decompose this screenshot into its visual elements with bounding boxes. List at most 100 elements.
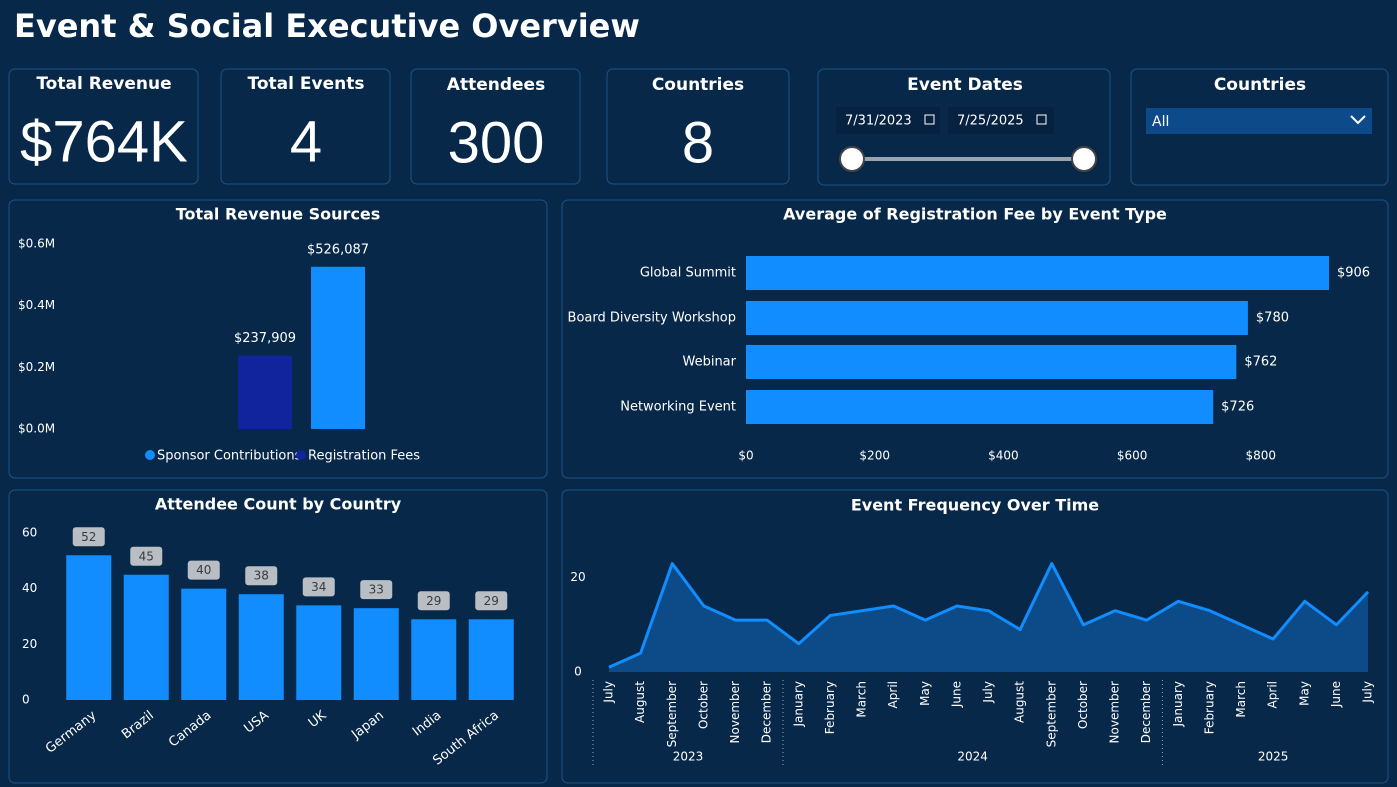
- x-tick-label: July: [1361, 681, 1375, 704]
- data-label: $906: [1337, 266, 1370, 281]
- date-slicer: Event Dates 7/31/2023 7/25/2025: [817, 68, 1111, 186]
- x-tick-label: December: [760, 681, 774, 743]
- legend-swatch: [296, 450, 306, 460]
- kpi-label: Attendees: [447, 75, 545, 95]
- x-tick-label: January: [791, 681, 805, 728]
- x-tick-label: October: [696, 681, 710, 729]
- y-tick-label: $0.2M: [18, 360, 55, 374]
- bar: [123, 574, 169, 700]
- line: [608, 562, 1370, 669]
- y-tick-label: 20: [22, 637, 37, 651]
- date-input[interactable]: [836, 107, 940, 134]
- data-label-box: [245, 566, 278, 586]
- x-tick-label: February: [823, 681, 837, 734]
- x-tick-label: March: [855, 681, 869, 718]
- kpi-value: 4: [290, 109, 322, 174]
- y-tick-label: 0: [22, 693, 30, 707]
- data-label-box: [417, 591, 450, 611]
- dropdown-value[interactable]: All: [1152, 114, 1169, 130]
- chart-title: Total Revenue Sources: [176, 205, 381, 224]
- date-input[interactable]: [948, 107, 1054, 134]
- legend-label: Sponsor Contributions: [157, 449, 302, 464]
- card-frame: [220, 68, 391, 185]
- x-tick-label: October: [1076, 681, 1090, 729]
- bar: [238, 594, 284, 700]
- data-label: 29: [484, 594, 499, 608]
- x-tick-label: June: [949, 681, 963, 708]
- y-tick-label: Networking Event: [620, 400, 736, 415]
- y-tick-label: 60: [22, 526, 37, 540]
- slicer-label: Countries: [1214, 75, 1306, 95]
- x-group-label: 2024: [957, 750, 988, 764]
- kpi-card: Countries 8: [606, 68, 790, 185]
- slicer-label: Event Dates: [907, 75, 1023, 95]
- kpi-value: 8: [682, 110, 714, 175]
- x-group-label: 2025: [1258, 750, 1289, 764]
- bar: [296, 605, 342, 700]
- y-tick-label: Board Diversity Workshop: [568, 311, 736, 326]
- x-tick-label: March: [1234, 681, 1248, 718]
- x-tick-label: July: [981, 681, 995, 704]
- dropdown[interactable]: [1146, 108, 1372, 134]
- x-tick-label: February: [1202, 681, 1216, 734]
- kpi-card: Total Events 4: [220, 68, 391, 185]
- data-label: $237,909: [234, 331, 296, 346]
- end-date[interactable]: 7/25/2025: [957, 114, 1024, 129]
- data-label: $762: [1244, 355, 1277, 370]
- kpi-value: $764K: [20, 109, 188, 174]
- x-tick-label: November: [1108, 681, 1122, 743]
- x-tick-label: $800: [1246, 449, 1277, 463]
- bar: [746, 301, 1248, 335]
- data-label: $780: [1256, 311, 1289, 326]
- x-group-label: 2023: [673, 750, 704, 764]
- data-label: 40: [196, 563, 211, 577]
- data-label: 52: [81, 530, 96, 544]
- page-title: Event & Social Executive Overview: [14, 7, 640, 45]
- data-label: 29: [426, 594, 441, 608]
- slider-handle[interactable]: [1071, 146, 1097, 172]
- kpi-card: Attendees 300: [410, 68, 581, 185]
- calendar-icon[interactable]: [924, 114, 935, 125]
- x-tick-label: January: [1171, 681, 1185, 728]
- y-tick-label: Global Summit: [640, 266, 736, 281]
- kpi-card: Total Revenue $764K: [8, 68, 199, 185]
- x-tick-label: June: [1329, 681, 1343, 708]
- data-label: $726: [1221, 400, 1254, 415]
- x-tick-label: $400: [988, 449, 1019, 463]
- x-tick-label: May: [1297, 681, 1311, 706]
- y-tick-label: Webinar: [682, 355, 736, 370]
- x-tick-label: April: [886, 681, 900, 708]
- kpi-label: Total Revenue: [36, 74, 171, 94]
- start-date[interactable]: 7/31/2023: [845, 114, 912, 129]
- card-frame: [606, 68, 790, 185]
- y-tick-label: 0: [574, 665, 582, 679]
- bar: [181, 588, 227, 700]
- chart-title: Attendee Count by Country: [155, 495, 402, 514]
- y-tick-label: $0.4M: [18, 298, 55, 312]
- y-tick-label: $0.0M: [18, 422, 55, 436]
- x-tick-label: July: [602, 681, 616, 704]
- x-tick-label: December: [1139, 681, 1153, 743]
- country-slicer: Countries All: [1130, 68, 1389, 186]
- bar: [411, 619, 457, 700]
- y-tick-label: $0.6M: [18, 237, 55, 251]
- slider-handle[interactable]: [839, 146, 865, 172]
- calendar-icon[interactable]: [1036, 114, 1047, 125]
- x-tick-label: May: [918, 681, 932, 706]
- x-tick-label: August: [1013, 681, 1027, 723]
- bar: [746, 390, 1214, 424]
- data-label: $526,087: [307, 242, 369, 257]
- x-tick-label: $200: [859, 449, 890, 463]
- bar: [746, 345, 1237, 379]
- dropdown-chevron[interactable]: [1350, 115, 1366, 125]
- chart-panel: [561, 199, 1389, 479]
- data-label-box: [475, 591, 508, 611]
- data-label-box: [187, 560, 220, 580]
- data-label: 33: [369, 583, 384, 597]
- x-tick-label: April: [1266, 681, 1280, 708]
- bar: [746, 256, 1329, 290]
- x-tick-label: $600: [1117, 449, 1148, 463]
- data-label-box: [360, 580, 393, 600]
- bar: [353, 608, 399, 700]
